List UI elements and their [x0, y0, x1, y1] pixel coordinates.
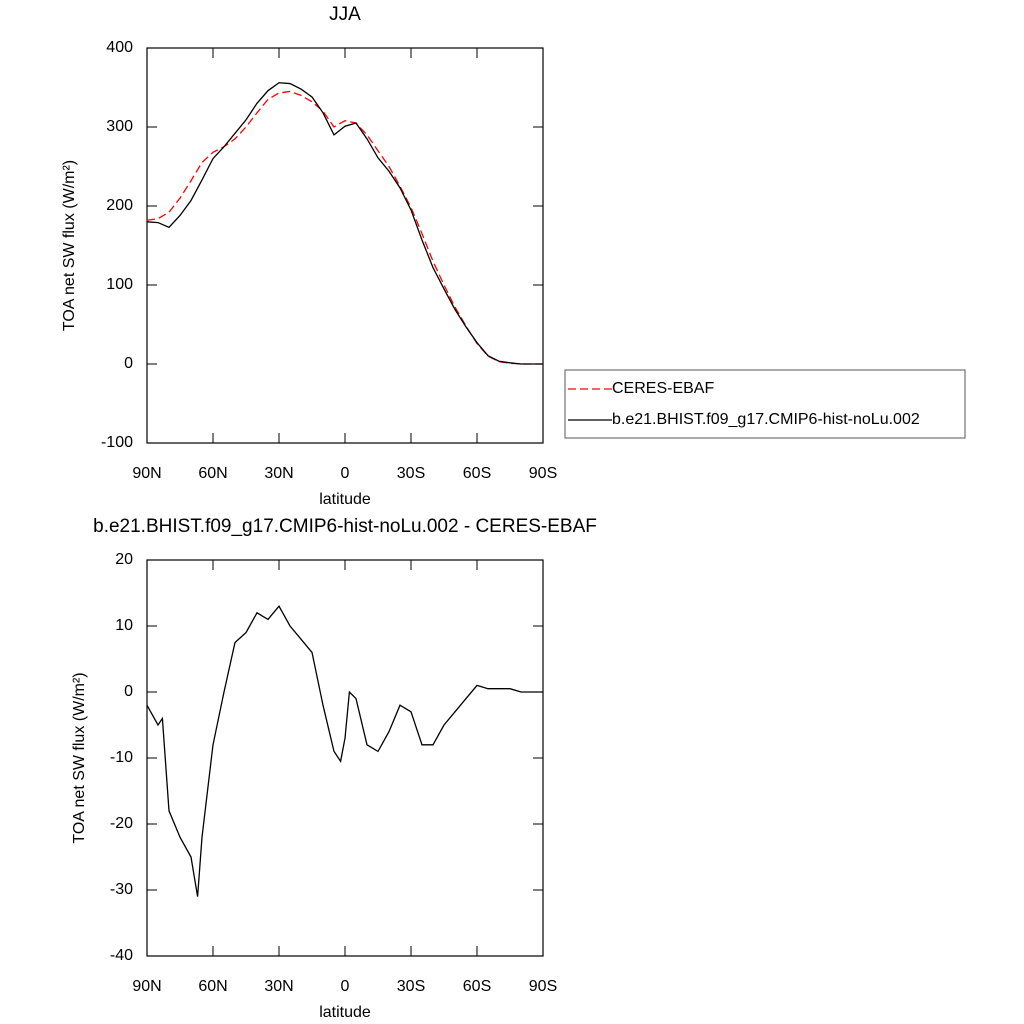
x-tick-label: 60N	[198, 465, 227, 482]
x-tick-label: 60S	[463, 978, 491, 995]
y-tick-label: 20	[115, 551, 133, 568]
x-tick-label: 60N	[198, 978, 227, 995]
legend-label: CERES-EBAF	[612, 380, 714, 397]
legend-box	[564, 369, 966, 439]
x-tick-label: 90N	[132, 465, 161, 482]
y-tick-label: 0	[124, 683, 133, 700]
y-tick-label: 100	[106, 276, 133, 293]
x-tick-label: 30S	[397, 465, 425, 482]
legend-label: b.e21.BHIST.f09_g17.CMIP6-hist-noLu.002	[612, 411, 920, 428]
chart-title: b.e21.BHIST.f09_g17.CMIP6-hist-noLu.002 …	[93, 516, 597, 537]
y-tick-label: -20	[110, 815, 133, 832]
x-tick-label: 90S	[529, 465, 557, 482]
y-tick-label: -30	[110, 881, 133, 898]
x-tick-label: 30S	[397, 978, 425, 995]
x-tick-label: 90S	[529, 978, 557, 995]
y-tick-label: 200	[106, 197, 133, 214]
y-tick-label: -100	[101, 434, 133, 451]
x-tick-label: 60S	[463, 465, 491, 482]
x-tick-label: 90N	[132, 978, 161, 995]
y-axis-label: TOA net SW flux (W/m²)	[61, 160, 78, 331]
x-axis-label: latitude	[319, 491, 371, 508]
y-tick-label: -10	[110, 749, 133, 766]
x-axis-label: latitude	[319, 1004, 371, 1021]
y-tick-label: 300	[106, 118, 133, 135]
plot-frame	[146, 559, 544, 957]
y-tick-label: 10	[115, 617, 133, 634]
plot-frame	[146, 47, 544, 444]
data-line	[146, 82, 543, 365]
x-tick-label: 30N	[264, 978, 293, 995]
x-tick-label: 0	[341, 978, 350, 995]
y-tick-label: 0	[124, 355, 133, 372]
y-axis-label: TOA net SW flux (W/m²)	[71, 672, 88, 843]
x-tick-label: 0	[341, 465, 350, 482]
chart-title: JJA	[329, 4, 361, 25]
data-line	[146, 605, 543, 897]
y-tick-label: 400	[106, 39, 133, 56]
x-tick-label: 30N	[264, 465, 293, 482]
data-line	[146, 90, 543, 365]
y-tick-label: -40	[110, 947, 133, 964]
